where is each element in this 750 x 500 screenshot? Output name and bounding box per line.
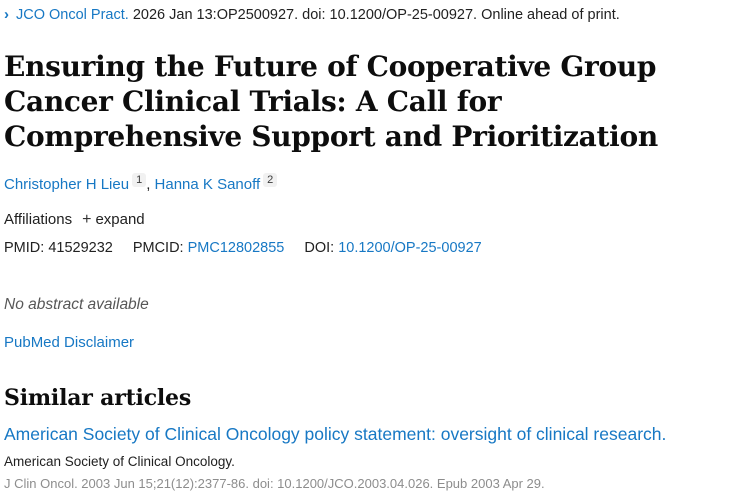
doi-label: DOI: bbox=[304, 239, 335, 256]
no-abstract-text: No abstract available bbox=[4, 295, 149, 313]
pubmed-disclaimer-link[interactable]: PubMed Disclaimer bbox=[4, 333, 135, 351]
author-affiliation-badge[interactable]: 2 bbox=[263, 172, 278, 187]
pmid-group: PMID: 41529232 bbox=[4, 240, 113, 256]
pmcid-group: PMCID: PMC12802855 bbox=[133, 240, 285, 256]
similar-article-citation: J Clin Oncol. 2003 Jun 15;21(12):2377-86… bbox=[4, 475, 545, 491]
similar-article-title-link[interactable]: American Society of Clinical Oncology po… bbox=[4, 423, 667, 444]
author-link[interactable]: Hanna K Sanoff bbox=[154, 175, 261, 193]
article-title: Ensuring the Future of Cooperative Group… bbox=[4, 49, 658, 153]
author-separator: , bbox=[146, 175, 155, 193]
expand-label: expand bbox=[95, 210, 145, 228]
pmid-label: PMID: bbox=[4, 239, 45, 256]
author-link[interactable]: Christopher H Lieu bbox=[4, 175, 130, 193]
chevron-right-icon[interactable]: › bbox=[4, 6, 9, 23]
expand-affiliations-button[interactable]: + expand bbox=[82, 211, 145, 229]
identifiers-row: PMID: 41529232 PMCID: PMC12802855 DOI: 10.… bbox=[4, 240, 744, 256]
cite-details: 2026 Jan 13:OP2500927. doi: 10.1200/OP-2… bbox=[132, 7, 620, 23]
author-affiliation-badge[interactable]: 1 bbox=[132, 172, 147, 187]
journal-link[interactable]: JCO Oncol Pract. bbox=[16, 7, 129, 23]
affiliations-row: Affiliations + expand bbox=[4, 211, 744, 229]
similar-article-item: American Society of Clinical Oncology po… bbox=[4, 424, 744, 491]
cite-header: › JCO Oncol Pract. 2026 Jan 13:OP2500927.… bbox=[4, 6, 744, 25]
plus-icon: + bbox=[82, 210, 92, 228]
pmcid-link[interactable]: PMC12802855 bbox=[187, 239, 285, 256]
similar-article-authors: American Society of Clinical Oncology. bbox=[4, 453, 235, 469]
pmid-value: 41529232 bbox=[48, 239, 113, 256]
affiliations-label: Affiliations bbox=[4, 210, 73, 228]
pmcid-label: PMCID: bbox=[132, 239, 184, 256]
disclaimer-row: PubMed Disclaimer bbox=[4, 334, 744, 351]
similar-articles-heading: Similar articles bbox=[4, 384, 192, 411]
doi-link[interactable]: 10.1200/OP-25-00927 bbox=[338, 239, 482, 256]
doi-group: DOI: 10.1200/OP-25-00927 bbox=[304, 240, 481, 256]
authors-row: Christopher H Lieu 1, Hanna K Sanoff 2 bbox=[4, 172, 744, 193]
